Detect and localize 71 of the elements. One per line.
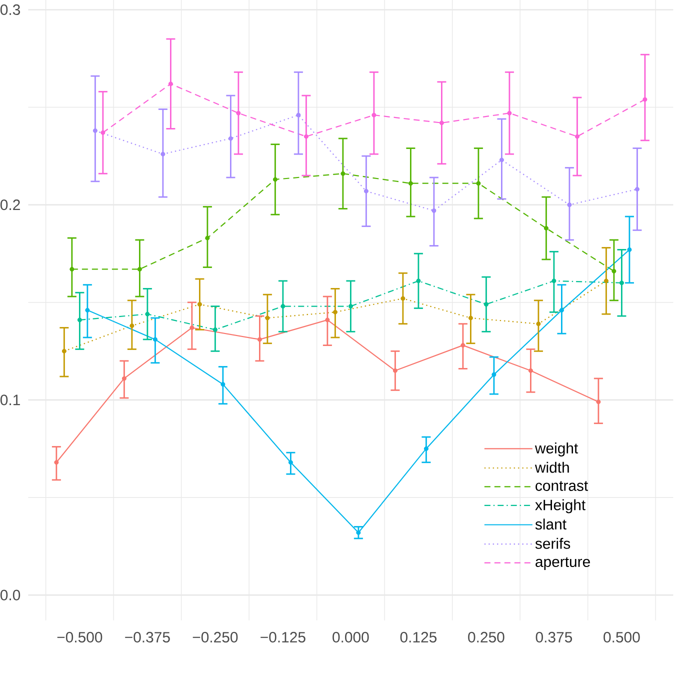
point [265,316,270,320]
point [288,460,293,465]
point [424,446,428,451]
point [400,296,406,301]
point [92,128,98,133]
x-tick-label: −0.250 [192,632,238,642]
point [348,304,353,308]
legend-label: width [534,462,569,473]
x-tick-label: 0.375 [536,632,572,642]
point [137,267,142,272]
legend-label: weight [534,442,578,456]
point [152,337,158,342]
point [160,152,166,156]
legend-label: xHeight [535,499,586,514]
point [560,308,564,312]
x-tick-label: −0.125 [260,632,306,642]
point [507,110,512,116]
point [54,460,59,465]
point [500,158,504,162]
point [552,278,556,284]
point [273,177,278,182]
point [70,267,74,272]
point [620,280,624,286]
point [122,376,126,381]
point [213,328,218,332]
point [544,226,548,230]
point [130,324,134,328]
x-tick-label: 0.000 [332,632,369,642]
point [145,312,150,316]
point [296,112,301,118]
point [340,171,346,176]
point [372,112,376,118]
point [304,134,308,139]
x-tick-label: 0.125 [400,632,437,642]
point [356,530,361,535]
point [236,110,241,116]
legend-label: aperture [536,557,590,570]
point [575,134,580,139]
y-tick-label: 0.3 [0,4,20,15]
x-tick-label: 0.250 [468,632,504,642]
point [325,318,330,322]
point [280,304,286,308]
point [492,372,496,377]
point [205,236,210,240]
x-tick-label: −0.375 [125,632,170,642]
point [596,400,601,404]
legend-label: contrast [536,481,588,491]
y-tick-label: 0.0 [0,590,20,600]
point [77,318,82,322]
point [468,316,473,320]
legend-label: serifs [535,538,570,549]
x-tick-label: −0.500 [57,632,102,642]
point [257,337,262,342]
point [604,278,608,284]
point [408,181,413,186]
point [190,326,194,330]
point [100,130,106,135]
legend-label: slant [535,518,566,530]
point [627,248,632,252]
point [440,120,444,126]
y-tick-label: 0.2 [0,200,20,210]
point [333,310,338,314]
point [85,308,90,312]
point [416,278,421,284]
point [635,187,640,192]
point [642,97,648,102]
point [476,181,481,186]
point [228,136,233,141]
point [460,343,466,348]
y-tick-label: 0.1 [0,394,20,406]
x-tick-label: 0.500 [604,632,640,642]
